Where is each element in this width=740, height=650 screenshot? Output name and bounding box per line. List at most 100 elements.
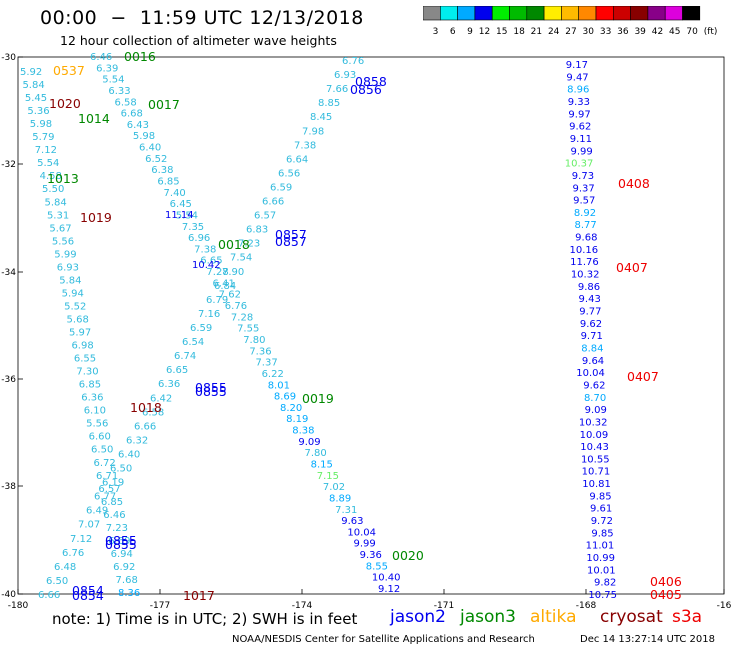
swh-value-east-track: 10.04 [576,368,605,379]
swh-value-west-track: 6.85 [101,497,123,508]
swh-value-east-track: 9.68 [575,233,597,244]
y-tick-label: -40 [1,590,16,600]
swh-value-west-track: 5.92 [20,67,42,78]
swh-value-descending-track: 9.63 [341,516,363,527]
swh-value-descending-track: 7.40 [164,188,186,199]
swh-value-descending-track: 7.31 [335,505,357,516]
swh-value-descending-track: 7.55 [237,324,259,335]
color-scale-label: 24 [548,27,560,37]
swh-value-descending-track: 9.99 [353,539,375,550]
pass-time-jason2: 0855 [105,537,137,552]
swh-value-ascending-track: 6.93 [334,70,356,81]
swh-value-west-track: 6.85 [79,380,101,391]
swh-value-west-track: 8.36 [118,588,140,599]
swh-value-ascending-track: 6.79 [206,295,228,306]
axis-ticks: -180 -177 -174 -171 -168 -16 -30 -32 -34 -36 -38 -4… [1,53,731,610]
swh-value-ascending-track: 6.42 [150,393,172,404]
swh-value-east-track: 10.75 [588,590,617,601]
swh-value-east-track: 9.71 [581,331,603,342]
swh-value-ascending-track: 6.64 [286,154,308,165]
swh-value-descending-track: 7.62 [219,290,241,301]
altimeter-map[interactable]: -180 -177 -174 -171 -168 -16 -30 -32 -34 -36 -38 -4… [0,0,740,610]
swh-value-descending-track: 8.19 [286,414,308,425]
swh-value-descending-track: 6.96 [188,233,210,244]
pass-time-jason3: 0016 [124,49,156,64]
color-scale-label: 18 [513,27,525,37]
color-scale-unit: (ft) [704,27,718,37]
legend-cryosat: cryosat [600,607,663,627]
swh-value-descending-track: 6.65 [200,256,222,267]
swh-value-east-track: 9.62 [569,122,591,133]
swh-value-descending-track: 7.36 [249,346,271,357]
swh-value-west-track: 5.94 [62,288,84,299]
y-tick-label: -36 [1,375,16,385]
swh-value-descending-track: 6.41 [213,278,235,289]
pass-time-jason3: 0020 [392,548,424,563]
swh-value-descending-track: 6.45 [170,199,192,210]
swh-value-east-track: 10.43 [580,442,609,453]
pass-time-jason2: 0857 [275,227,307,242]
swh-value-west-track: 7.30 [76,367,98,378]
swh-value-west-track: 5.56 [86,419,108,430]
swh-value-east-track: 10.32 [571,270,600,281]
swh-value-ascending-track: 6.83 [246,225,268,236]
swh-value-east-track: 10.09 [580,430,609,441]
color-scale-legend: 3 6 9 12 15 18 21 24 27 30 33 36 39 42 45 70 (ft) [423,6,718,37]
swh-value-west-track: 4.58 [40,171,62,182]
swh-value-descending-track: 6.58 [115,97,137,108]
swh-value-descending-track: 7.38 [194,244,216,255]
x-tick-label: -174 [292,601,313,610]
swh-value-west-track: 6.92 [113,562,135,573]
legend-altika: altika [530,607,577,627]
swh-value-east-track: 9.33 [568,97,590,108]
swh-value-east-track: 9.61 [590,504,612,515]
swh-value-ascending-track: 6.49 [86,506,108,517]
swh-value-descending-track: 8.38 [292,426,314,437]
pass-time-cryosat: 1020 [49,96,81,111]
swh-value-east-track: 10.32 [579,417,608,428]
swh-value-west-track: 5.79 [32,132,54,143]
satellite-legend: note: 1) Time is in UTC; 2) SWH is in fe… [0,606,740,630]
swh-value-ascending-track: 7.38 [294,140,316,151]
swh-value-descending-track: 6.39 [96,63,118,74]
swh-value-east-track: 10.55 [581,454,610,465]
swh-value-ascending-track: 6.76 [342,56,364,67]
map-border [17,56,725,595]
swh-value-east-track: 11.76 [570,257,599,268]
swh-value-ascending-track: 6.54 [182,337,204,348]
swh-value-east-track: 9.43 [579,294,601,305]
color-scale-label: 30 [583,27,595,37]
swh-value-east-track: 9.86 [578,282,600,293]
swh-value-ascending-track: 6.66 [38,590,60,601]
swh-value-descending-track: 8.01 [268,380,290,391]
legend-jason3: jason3 [460,607,516,627]
swh-value-ascending-track: 6.32 [126,435,148,446]
swh-value-west-track: 5.56 [52,236,74,247]
swh-value-west-track: 5.84 [59,275,81,286]
swh-value-east-track: 10.81 [582,479,611,490]
swh-value-east-track: 10.99 [586,553,615,564]
swh-value-east-track: 9.99 [570,146,592,157]
y-tick-label: -34 [1,268,16,278]
swh-value-east-track: 9.85 [589,491,611,502]
swh-value-descending-track: 8.89 [329,493,351,504]
swh-value-east-track: 9.62 [583,380,605,391]
swh-value-west-track: 6.46 [103,510,125,521]
pass-time-jason2: 0855 [105,533,137,548]
swh-value-descending-track: 7.28 [231,312,253,323]
swh-value-ascending-track: 6.74 [174,351,196,362]
swh-value-west-track: 7.68 [116,575,138,586]
swh-value-west-track: 5.67 [49,223,71,234]
swh-value-isolated: 11.14 [165,210,194,221]
color-swatch-70 [682,6,701,21]
swh-value-west-track: 5.52 [64,301,86,312]
swh-value-west-track: 5.84 [45,197,67,208]
swh-value-descending-track: 6.33 [108,86,130,97]
swh-value-ascending-track: 7.98 [302,126,324,137]
swh-value-ascending-track: 6.56 [278,168,300,179]
generated-timestamp: Dec 14 13:27:14 UTC 2018 [580,634,715,645]
y-tick-label: -30 [1,53,16,63]
swh-value-east-track: 9.73 [572,171,594,182]
swh-value-west-track: 5.45 [25,93,47,104]
y-tick-label: -32 [1,160,16,170]
